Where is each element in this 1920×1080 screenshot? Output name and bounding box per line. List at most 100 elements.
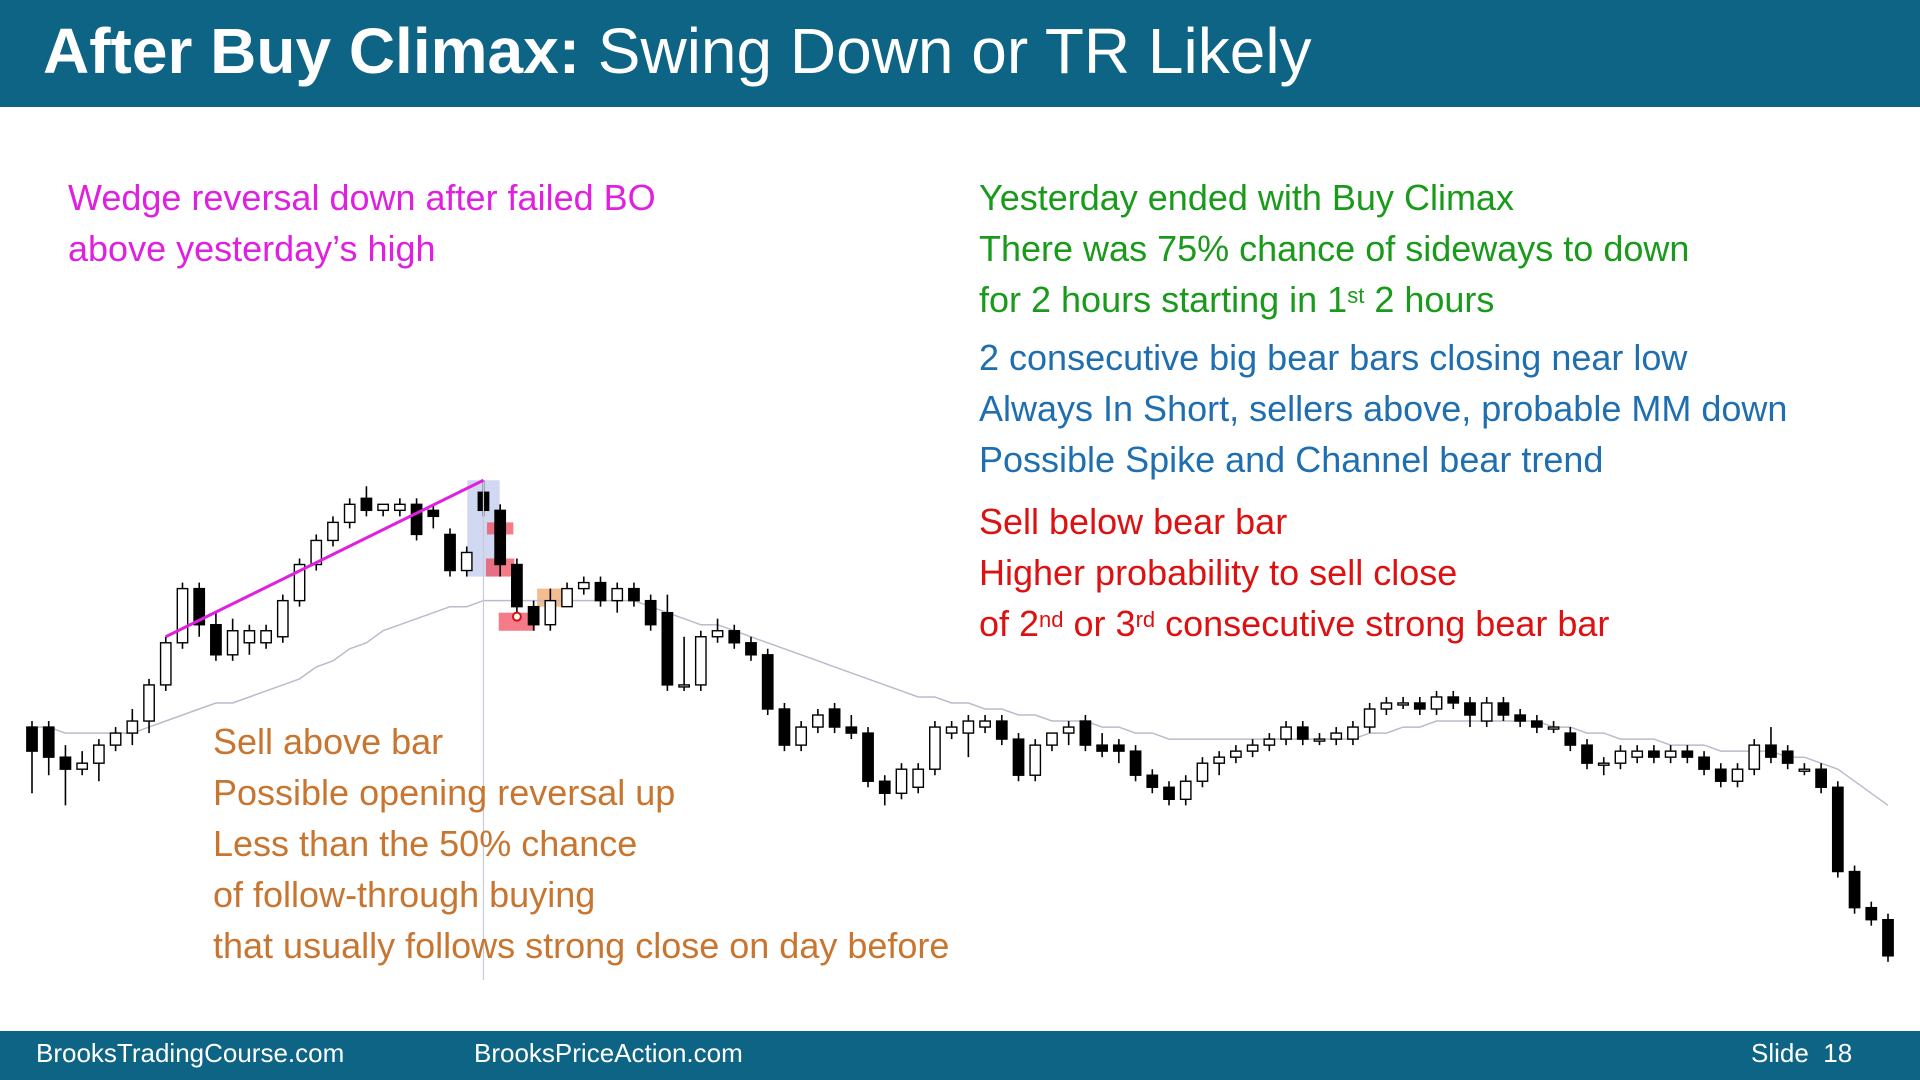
candle [1146, 769, 1159, 794]
candle [1397, 696, 1409, 709]
candle [1848, 865, 1861, 914]
candle-body-bull [1046, 732, 1058, 746]
candle-body-bull [76, 762, 89, 770]
green-note-line: Yesterday ended with Buy Climax [979, 177, 1514, 218]
candle-body-bear [761, 654, 774, 710]
candle-body-bull [1263, 738, 1276, 746]
candle [176, 582, 189, 649]
candle-body-bull [1731, 768, 1744, 782]
candle [1547, 721, 1560, 734]
candle-body-bear [1464, 702, 1476, 716]
candle [260, 624, 272, 649]
candle-body-bear [1765, 744, 1777, 758]
candle-body-bull [929, 726, 941, 770]
candle-body-bull [1798, 768, 1811, 772]
candle [1296, 721, 1309, 746]
candle-body-bear [427, 509, 440, 518]
candle [761, 648, 774, 716]
green-note-sup: st [1347, 283, 1365, 308]
candle-body-bull [1748, 744, 1761, 770]
buy-climax-note: Yesterday ended with Buy Climax There wa… [979, 172, 1689, 325]
ema-layer [32, 599, 1889, 806]
candle-body-bull [962, 720, 975, 734]
candle-body-bear [1581, 744, 1593, 764]
candle [1681, 745, 1694, 764]
candle [1597, 757, 1610, 776]
footer-site-trading-course[interactable]: BrooksTradingCourse.com [36, 1038, 345, 1068]
candle [444, 528, 456, 577]
candle [1112, 739, 1125, 764]
candle-body-bull [126, 720, 139, 734]
candle [661, 594, 674, 691]
footer-site-price-action[interactable]: BrooksPriceAction.com [474, 1038, 743, 1068]
candle [1447, 690, 1460, 709]
candle-body-bull [1313, 738, 1326, 742]
slide-title-rest: Swing Down or TR Likely [580, 15, 1312, 87]
candle [410, 498, 423, 541]
candle [594, 576, 607, 607]
candle-body-bull [276, 599, 289, 638]
candle [945, 721, 958, 740]
candle [1196, 757, 1209, 788]
candle-body-bear [1882, 919, 1894, 957]
candle-body-bear [1781, 750, 1794, 764]
candle [1865, 901, 1878, 926]
red-note-line: Higher probability to sell close [979, 552, 1458, 593]
candle [1564, 727, 1577, 752]
candle-body-bear [828, 708, 841, 728]
orange-note-line: Sell above bar [213, 721, 444, 762]
candle [1765, 727, 1777, 764]
candle [1062, 721, 1075, 746]
candle-body-bear [1096, 744, 1109, 752]
candle-body-bear [628, 587, 640, 602]
candle-body-bull [1029, 744, 1042, 776]
candle [1179, 775, 1192, 806]
candle [210, 612, 222, 661]
candle [1280, 721, 1292, 746]
candle [143, 678, 155, 734]
candle-body-bull [678, 684, 690, 688]
candle-body-bear [778, 708, 791, 746]
orange-note-line: that usually follows strong close on day… [213, 925, 950, 966]
candle [1263, 733, 1276, 752]
candle [1497, 696, 1510, 722]
candle [929, 721, 941, 776]
candle [527, 600, 540, 631]
red-note-text: consecutive strong bear bar [1155, 603, 1610, 644]
candle-body-bear [845, 726, 858, 734]
candle [427, 504, 440, 529]
candle [276, 594, 289, 643]
candle-body-bear [1514, 714, 1527, 722]
candle [1380, 696, 1393, 716]
candle-body-bull [979, 720, 991, 728]
candle-body-bear [1564, 732, 1577, 746]
candle [1430, 690, 1443, 716]
candle-body-bull [912, 768, 925, 788]
footer-bar [0, 1031, 1920, 1080]
candle [360, 486, 373, 517]
candle-body-bear [1848, 870, 1861, 909]
title-bar: After Buy Climax: Swing Down or TR Likel… [0, 0, 1920, 107]
blue-note-line: 2 consecutive big bear bars closing near… [979, 337, 1688, 378]
candle [460, 546, 473, 577]
candle [728, 624, 741, 649]
candle [343, 498, 356, 529]
slide-title-bold: After Buy Climax: [43, 15, 580, 87]
candle [795, 721, 808, 752]
candle [377, 503, 390, 517]
candle [544, 588, 557, 631]
candle [878, 775, 891, 806]
candle-body-bull [143, 684, 155, 722]
candle-body-bull [159, 642, 172, 686]
candle-body-bull [343, 503, 356, 524]
candle-body-bull [811, 714, 824, 728]
candle-body-bear [1831, 786, 1844, 873]
candle [678, 636, 690, 691]
candle-body-bull [1347, 726, 1359, 740]
candle [628, 582, 640, 607]
candle-body-bear [995, 720, 1008, 740]
candle [494, 504, 507, 577]
candle-body-bull [1547, 726, 1560, 730]
candle-body-bear [1129, 750, 1142, 776]
candle-body-bear [661, 611, 674, 686]
